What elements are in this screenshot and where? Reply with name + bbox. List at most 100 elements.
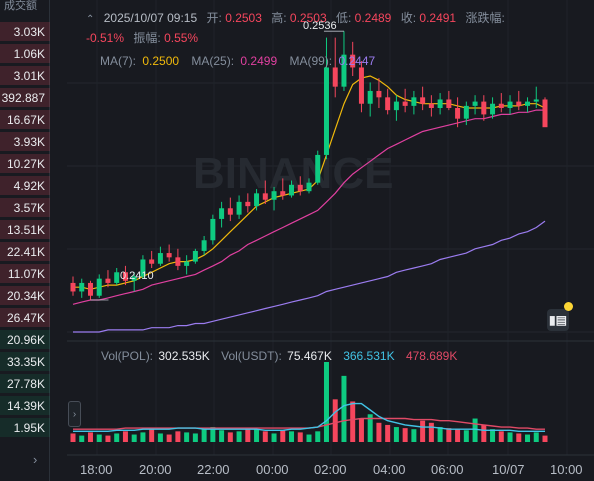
candle-body [341, 54, 347, 87]
candle-body [315, 154, 321, 183]
volume-bar [498, 431, 504, 442]
ma7-label: MA(7): [100, 54, 136, 68]
volume-bar [402, 428, 408, 442]
candle-body [236, 201, 242, 215]
volume-bar [533, 432, 539, 442]
volume-side-panel: 成交额 3.03K 1.06K 3.01K 392.887 16.67K 3.93K 10.… [0, 0, 50, 481]
amplitude-value: 0.55% [164, 31, 199, 45]
candle-body [393, 101, 399, 111]
volume-bar [192, 433, 198, 442]
side-panel-row: 20.34K [0, 286, 50, 305]
candle-body [481, 101, 487, 115]
volume-bar [227, 432, 233, 442]
candle-body [411, 97, 417, 106]
candle-body [306, 182, 312, 192]
side-panel-row: 10.27K [0, 154, 50, 173]
high-price-marker: 0.2536 [303, 20, 337, 32]
vol-usdt-value: 75.467K [287, 349, 332, 363]
volume-bar [114, 433, 120, 442]
volume-bar [358, 418, 364, 442]
panel-toggle-button[interactable]: › [68, 401, 81, 427]
candle-body [87, 282, 93, 296]
candle-body [533, 99, 539, 102]
candle-body [525, 101, 531, 106]
vol-ma1-value: 366.531K [343, 349, 395, 363]
volume-bar [184, 432, 190, 442]
candle-body [131, 276, 137, 281]
candle-body [455, 108, 461, 119]
candle-body [149, 259, 155, 264]
side-panel-row: 3.03K [0, 22, 50, 41]
ma25-label: MA(25): [191, 54, 235, 68]
candle-body [227, 208, 233, 215]
candle-body [114, 272, 120, 283]
candle-body [472, 101, 478, 106]
high-label: 高: [271, 11, 287, 25]
candle-body [280, 191, 286, 196]
volume-bar [297, 432, 303, 442]
volume-bar [323, 362, 329, 442]
low-label: 低: [335, 11, 352, 25]
candle-body [262, 193, 268, 200]
volume-bar [289, 431, 295, 442]
indicator-button[interactable]: ▮▤ [547, 309, 569, 331]
volume-bar [525, 434, 531, 442]
candle-body [254, 193, 260, 207]
side-panel-row: 1.95K [0, 418, 50, 437]
volume-bar [245, 428, 251, 442]
candle-body [402, 101, 408, 106]
volume-bar [79, 435, 85, 442]
candle-body [175, 257, 181, 266]
volume-bar [420, 420, 426, 442]
candle-body [140, 259, 146, 277]
high-value: 0.2503 [289, 11, 327, 25]
candle-body [446, 99, 452, 108]
volume-bar [87, 432, 93, 442]
volume-bar [472, 418, 478, 442]
time-tick: 10/07 [492, 462, 525, 477]
side-panel-row: 392.887 [0, 88, 50, 107]
time-tick: 00:00 [256, 462, 289, 477]
candle-datetime: 2025/10/07 09:15 [103, 11, 198, 25]
side-panel-row: 22.41K [0, 242, 50, 261]
volume-bar [455, 429, 461, 442]
side-panel-row: 20.96K [0, 330, 50, 349]
time-axis: 18:00 20:00 22:00 00:00 02:00 04:00 06:0… [67, 460, 594, 480]
time-tick: 06:00 [431, 462, 464, 477]
close-value: 0.2491 [419, 11, 457, 25]
candle-body [210, 218, 216, 241]
candle-body [437, 99, 443, 108]
chevron-right-icon[interactable]: › [33, 452, 38, 467]
volume-bar [315, 431, 321, 442]
volume-bar [166, 434, 172, 442]
volume-bar [149, 429, 155, 442]
volume-bar [271, 433, 277, 442]
candle-body [219, 208, 225, 219]
time-tick: 10:00 [550, 462, 583, 477]
candle-body [376, 90, 382, 98]
vol-usdt-label: Vol(USDT): [221, 349, 282, 363]
volume-ma1-line [73, 402, 545, 432]
price-chart[interactable]: BINANCE ⌃ 2025/10/07 09:15 开: 0.2503 高: … [67, 0, 594, 481]
volume-bar [481, 424, 487, 442]
ma-legend: MA(7): 0.2500 MA(25): 0.2499 MA(99): 0.2… [100, 54, 378, 68]
side-panel-row: 3.57K [0, 198, 50, 217]
candle-body [245, 201, 251, 207]
volume-bar [376, 422, 382, 442]
volume-bar [122, 431, 128, 442]
chart-canvas[interactable]: BINANCE [67, 0, 594, 481]
time-tick: 04:00 [373, 462, 406, 477]
candle-body [184, 261, 190, 266]
time-tick: 22:00 [197, 462, 230, 477]
volume-bar [385, 424, 391, 442]
side-panel-row: 11.07K [0, 264, 50, 283]
collapse-chevron-icon[interactable]: ⌃ [86, 14, 95, 25]
vol-pol-label: Vol(POL): [101, 349, 154, 363]
volume-bar [367, 414, 373, 442]
low-price-marker: 0.2410 [120, 270, 154, 282]
volume-bar [507, 432, 513, 442]
candle-body [463, 105, 469, 119]
change-value: -0.51% [86, 31, 125, 45]
candle-body [490, 103, 496, 115]
side-panel-row: 3.01K [0, 66, 50, 85]
